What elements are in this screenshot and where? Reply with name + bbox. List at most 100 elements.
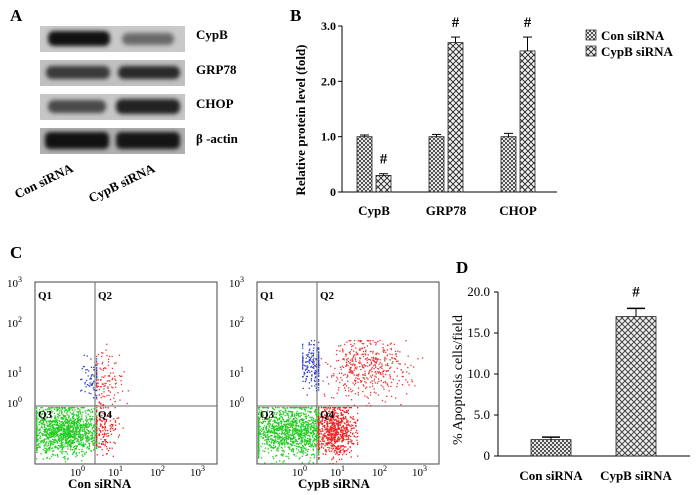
- flow-event-q3: [46, 445, 48, 447]
- flow-event-q3: [283, 411, 285, 414]
- flow-event-q2: [366, 345, 369, 347]
- flow-event-q3: [44, 442, 47, 444]
- flow-event-q3: [72, 427, 75, 429]
- flow-event-q4: [356, 442, 359, 444]
- flow-event-q4: [337, 417, 339, 419]
- flow-event-q1: [307, 366, 309, 368]
- flow-event-q4: [346, 439, 349, 441]
- flow-event-q3: [77, 413, 80, 415]
- flow-event-q3: [51, 421, 53, 424]
- flow-event-q4: [334, 453, 337, 455]
- flow-event-q3: [43, 439, 46, 441]
- flow-event-q2: [351, 345, 353, 348]
- flow-event-q2: [396, 385, 398, 388]
- chart-d-bar-cypb: [615, 316, 657, 457]
- flow-event-q4: [104, 413, 106, 415]
- flow-event-q2: [354, 365, 356, 367]
- flow-event-q2: [366, 396, 368, 398]
- flow-event-q1: [311, 361, 314, 363]
- flow-event-q3: [57, 456, 59, 458]
- flow-event-q4: [326, 423, 328, 425]
- flow-event-q3: [58, 435, 60, 437]
- flow-event-q3: [264, 447, 267, 449]
- flow-event-q3: [262, 418, 264, 421]
- flow-event-q3: [81, 443, 83, 446]
- flow-event-q2: [322, 380, 324, 382]
- flow-event-q3: [293, 414, 296, 416]
- flow-event-q2: [100, 402, 102, 404]
- flow-event-q3: [281, 424, 283, 426]
- flow-event-q4: [331, 423, 334, 425]
- flow-event-q3: [258, 442, 260, 444]
- flow-event-q3: [71, 435, 73, 437]
- flow-event-q3: [299, 415, 301, 418]
- flow-event-q3: [301, 441, 303, 444]
- flow-event-q1: [88, 392, 90, 394]
- flow-event-q3: [94, 431, 96, 434]
- flow-event-q3: [90, 408, 93, 411]
- flow-event-q3: [55, 417, 57, 419]
- flow-event-q3: [69, 448, 72, 451]
- flow-event-q3: [258, 425, 261, 428]
- flow-event-q4: [342, 407, 344, 409]
- flow-event-q4: [321, 415, 323, 418]
- flow-event-q4: [321, 427, 323, 430]
- flow-event-q4: [341, 445, 343, 447]
- flow-event-q4: [98, 442, 100, 444]
- flow-event-q2: [404, 363, 406, 365]
- flow-event-q2: [359, 341, 361, 343]
- flow-event-q3: [269, 444, 271, 446]
- flow-event-q3: [70, 434, 72, 437]
- flow-ytick-label: 101: [7, 365, 22, 380]
- flow-event-q2: [372, 352, 374, 354]
- flow-event-q1: [314, 371, 317, 373]
- flow-event-q3: [262, 450, 264, 452]
- flow-event-q4: [325, 431, 328, 433]
- flow-event-q3: [69, 435, 71, 437]
- flow-event-q1: [306, 394, 308, 396]
- flow-event-q3: [80, 426, 82, 429]
- flow-event-q4: [325, 450, 327, 452]
- flow-event-q3: [281, 441, 283, 443]
- flow-event-q1: [313, 367, 315, 369]
- flow-event-q3: [302, 418, 304, 421]
- flow-event-q3: [36, 418, 38, 420]
- flow-event-q3: [290, 426, 292, 428]
- flow-event-q3: [80, 436, 82, 438]
- flow-event-q3: [300, 425, 302, 428]
- flow-event-q2: [355, 377, 357, 379]
- flow-event-q4: [335, 450, 337, 452]
- flow-event-q2: [363, 377, 365, 379]
- flow-event-q3: [317, 431, 319, 433]
- flow-event-q4: [318, 417, 320, 419]
- flow-event-q3: [318, 409, 320, 411]
- flow-event-q3: [258, 430, 260, 432]
- flow-event-q4: [329, 427, 332, 429]
- flow-event-q3: [272, 420, 274, 422]
- flow-event-q4: [338, 458, 341, 461]
- chart-b-ytick-label: 3.0: [321, 19, 336, 33]
- flow-event-q3: [306, 421, 309, 423]
- flow-event-q4: [330, 437, 333, 440]
- flow-event-q4: [339, 437, 341, 440]
- flow-event-q3: [42, 434, 44, 437]
- flow-event-q3: [286, 429, 289, 432]
- flow-event-q3: [75, 414, 77, 416]
- flow-event-q3: [64, 415, 67, 417]
- flow-event-q4: [340, 413, 343, 415]
- flow-event-q4: [330, 436, 332, 439]
- flow-event-q3: [307, 439, 309, 442]
- flow-event-q3: [73, 451, 75, 453]
- flow-event-q2: [97, 385, 100, 387]
- flow-event-q2: [383, 388, 385, 390]
- flow-event-q4: [341, 409, 344, 412]
- flow-event-q3: [85, 422, 87, 424]
- flow-event-q3: [298, 436, 300, 438]
- flow-event-q2: [401, 384, 404, 386]
- flow-event-q2: [364, 350, 367, 353]
- flow-event-q3: [60, 409, 62, 411]
- flow-event-q3: [318, 442, 320, 444]
- flow-event-q3: [55, 445, 57, 447]
- flow-event-q4: [352, 442, 354, 445]
- flow-event-q2: [359, 365, 361, 368]
